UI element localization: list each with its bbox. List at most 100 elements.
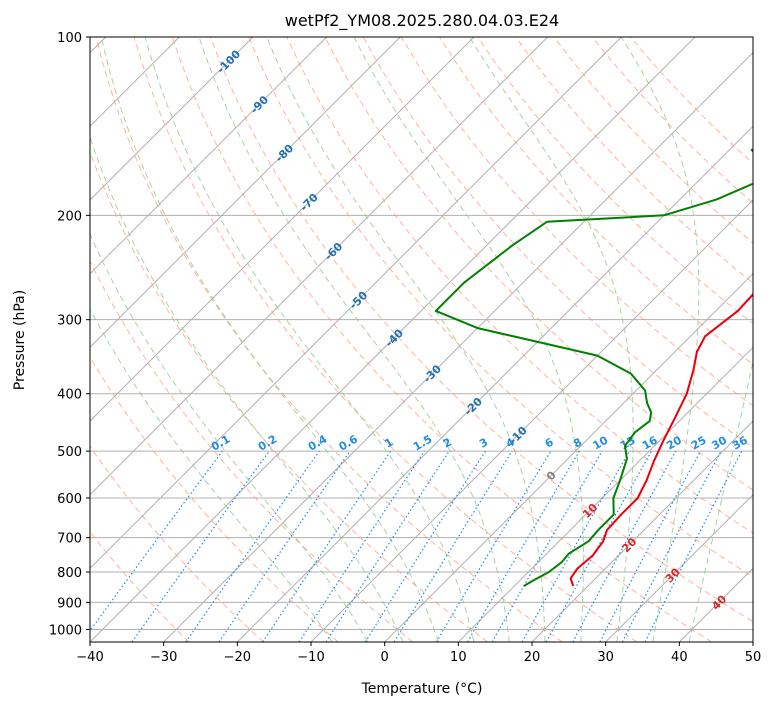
mixing-ratio-line [435, 450, 552, 642]
dry-adiabat [553, 37, 753, 244]
dry-adiabat [324, 37, 753, 491]
y-tick-label: 600 [57, 492, 82, 507]
mixing-ratio-line [521, 450, 631, 642]
moist-adiabat [90, 135, 404, 642]
dry-adiabat [210, 37, 753, 623]
dry-adiabat [95, 37, 563, 642]
chart-title: wetPf2_YM08.2025.280.04.03.E24 [285, 11, 559, 31]
mixing-ratio-label: 20 [664, 433, 684, 452]
isotherm-line [531, 420, 753, 642]
mixing-ratio-line [644, 450, 743, 642]
mixing-ratio-label: 0.1 [209, 433, 232, 454]
mixing-ratio-line [393, 450, 513, 642]
moist-adiabat [198, 37, 510, 642]
mixing-ratio-label: 3 [477, 436, 490, 451]
dry-adiabat [286, 37, 753, 534]
x-tick-label: 10 [450, 650, 467, 665]
mixing-ratio-line [131, 450, 270, 642]
mixing-ratio-label: 0.2 [256, 433, 279, 454]
mixing-ratio-label: 8 [571, 436, 584, 451]
moist-adiabat [144, 37, 475, 642]
isotherm-line [310, 199, 753, 642]
mixing-ratio-line [90, 450, 223, 632]
mixing-ratio-label: 0.6 [337, 432, 361, 453]
y-tick-label: 900 [57, 596, 82, 611]
x-tick-label: 20 [524, 650, 541, 665]
mixing-ratio-line [572, 450, 677, 642]
isotherm-label: -80 [273, 142, 296, 165]
isotherm-line [90, 37, 696, 642]
dry-adiabat [515, 37, 753, 284]
isotherm-line [457, 346, 753, 642]
isotherm-line [752, 641, 753, 642]
moist-adiabat [469, 37, 634, 642]
y-axis: 100 200 300 400 500 600 700 800 900 1000 [49, 31, 90, 638]
dry-adiabat [591, 37, 753, 204]
y-tick-label: 700 [57, 532, 82, 547]
dry-adiabat [171, 37, 712, 642]
dry-adiabat [90, 150, 488, 642]
y-axis-label: Pressure (hPa) [12, 290, 28, 390]
mixing-ratio-line [218, 450, 351, 642]
x-tick-label: −10 [297, 650, 324, 665]
x-tick-label: 0 [381, 650, 389, 665]
mixing-ratio-label: 36 [730, 433, 750, 452]
mixing-ratio-label: 6 [543, 435, 556, 450]
plot-frame [89, 36, 754, 643]
dry-adiabat [90, 445, 264, 642]
plot-area: 0.1 0.2 0.4 0.6 1 1.5 2 3 4 6 8 10 13 16 20 25 30 36-100-… [90, 37, 753, 642]
isotherm-line [163, 51, 753, 642]
y-tick-label: 200 [57, 209, 82, 224]
mixing-ratio-label: 25 [689, 434, 709, 453]
mixing-ratio-line [545, 450, 653, 642]
dry-adiabat [133, 37, 638, 642]
x-tick-label: 50 [745, 650, 762, 665]
moist-adiabat [100, 37, 439, 642]
moist-adiabat [266, 37, 546, 642]
isotherm-line [678, 567, 753, 642]
dry-adiabat [90, 259, 414, 642]
isotherm-line [384, 272, 753, 642]
mixing-ratio-line [325, 450, 450, 642]
y-tick-label: 800 [57, 566, 82, 581]
x-tick-label: −20 [224, 650, 251, 665]
isotherm-line [90, 37, 549, 496]
temperature-profile-line [569, 292, 753, 587]
y-tick-label: 400 [57, 388, 82, 403]
dry-adiabat [90, 356, 339, 642]
x-tick-label: −40 [76, 650, 103, 665]
mixing-ratio-label: 30 [709, 433, 729, 452]
y-tick-label: 1000 [49, 623, 82, 638]
mixing-ratio-label: 10 [591, 433, 611, 452]
isotherm-line [90, 37, 622, 570]
isotherm-line [90, 37, 254, 201]
moist-adiabat [620, 37, 700, 642]
moist-adiabat [90, 232, 369, 642]
isotherm-line [90, 37, 401, 349]
mixing-ratio-label: 1.5 [411, 433, 434, 454]
mixing-ratio-line [364, 450, 486, 642]
mixing-ratio-label: 16 [640, 433, 660, 452]
x-tick-label: −30 [150, 650, 177, 665]
mixing-ratio-line [298, 450, 425, 642]
dry-adiabat [90, 531, 190, 642]
x-tick-label: 30 [597, 650, 614, 665]
x-axis: −40 −30 −20 −10 0 10 20 30 40 50 [76, 642, 761, 665]
isotherm-line [605, 493, 753, 642]
moist-adiabat [353, 37, 584, 642]
isotherm-label: -70 [298, 191, 321, 214]
y-tick-label: 500 [57, 445, 82, 460]
isotherm-line [90, 37, 328, 275]
mixing-ratio-line [262, 450, 392, 642]
dry-adiabat [248, 37, 753, 578]
isotherm-label: -100 [215, 47, 244, 76]
mixing-ratio-line [599, 450, 702, 642]
y-tick-label: 300 [57, 314, 82, 329]
isotherm-line [236, 125, 753, 642]
x-tick-label: 40 [671, 650, 688, 665]
moist-adiabat [688, 358, 753, 642]
x-axis-label: Temperature (°C) [361, 681, 483, 697]
dewpoint-profile-line [434, 148, 753, 587]
isotherm-line [90, 37, 475, 422]
